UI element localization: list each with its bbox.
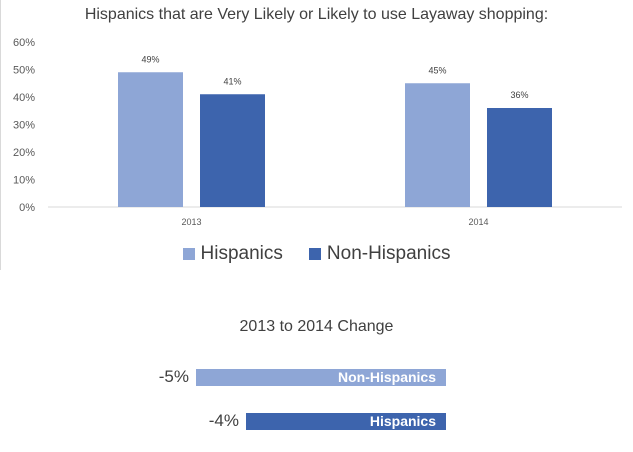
legend-swatch-non-hispanics [308,248,321,260]
change-value-hispanics: -4% [208,411,239,430]
data-label: 41% [223,76,241,86]
change-value-non-hispanics: -5% [158,367,189,386]
data-label: 49% [141,54,159,64]
bar-non-hispanics-2013 [200,94,265,207]
change-bar-non-hispanics: Non-Hispanics [196,369,446,386]
y-tick-label: 30% [13,120,35,132]
change-bar-hispanics: Hispanics [246,413,446,430]
legend-swatch-hispanics [182,248,195,260]
y-tick-label: 40% [13,92,35,104]
chart-title: Hispanics that are Very Likely or Likely… [84,6,549,23]
bar-non-hispanics-2014 [487,108,552,207]
bar-hispanics-2014 [405,83,470,207]
bar-chart: 0% 10% 20% 30% 40% 50% 60% 49% 41% 2013 45% 36% 2014 [13,37,622,227]
chart-frame-edge [0,0,1,270]
legend-item-hispanics: Hispanics [182,243,283,265]
data-label: 36% [510,90,528,100]
y-tick-label: 50% [13,65,35,77]
legend-label-non-hispanics: Non-Hispanics [326,243,451,264]
legend-label-hispanics: Hispanics [200,243,283,264]
y-tick-label: 0% [19,202,35,214]
data-label: 45% [428,65,446,75]
y-tick-label: 10% [13,175,35,187]
bar-hispanics-2013 [118,72,183,207]
change-chart-title: 2013 to 2014 Change [239,318,394,335]
y-tick-label: 60% [13,37,35,49]
legend-item-non-hispanics: Non-Hispanics [308,243,451,265]
legend: Hispanics Non-Hispanics [0,243,633,265]
x-tick-label: 2014 [468,217,488,227]
x-tick-label: 2013 [181,217,201,227]
y-tick-label: 20% [13,147,35,159]
